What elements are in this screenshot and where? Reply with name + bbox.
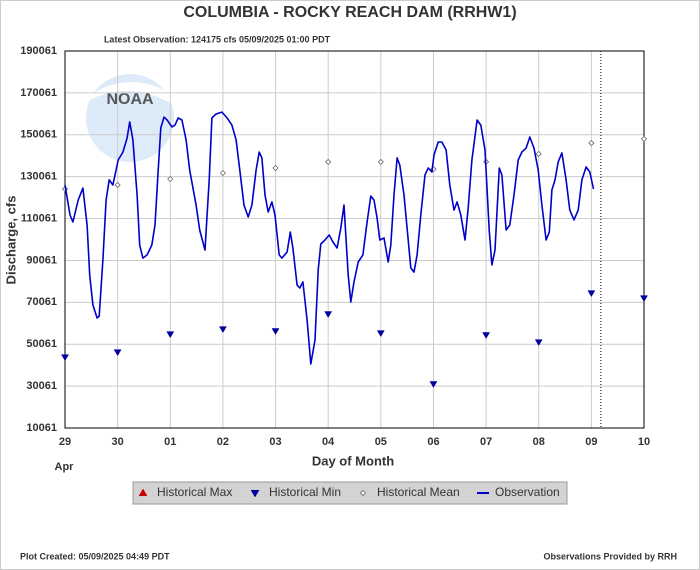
x-tick-label: 30 <box>112 436 124 448</box>
triangle-marker <box>218 326 227 334</box>
y-axis-label: Discharge, cfs <box>3 196 18 285</box>
y-tick-label: 150061 <box>20 129 57 141</box>
y-tick-label: 110061 <box>21 212 57 224</box>
month-label: Apr <box>55 461 75 473</box>
triangle-marker <box>534 339 543 347</box>
x-tick-label: 04 <box>322 436 335 448</box>
mean-marker <box>640 135 648 142</box>
mean-marker <box>359 489 367 497</box>
x-tick-label: 29 <box>59 436 71 448</box>
x-tick-label: 03 <box>269 436 281 448</box>
x-axis-label: Day of Month <box>312 453 394 468</box>
logo-circle <box>86 74 174 162</box>
y-tick-label: 90061 <box>26 254 57 266</box>
triangle-marker <box>429 381 438 388</box>
triangle-marker <box>61 354 69 362</box>
watermark-text: NOAA <box>106 91 154 108</box>
x-tick-label: 08 <box>533 436 545 448</box>
x-tick-label: 06 <box>427 436 439 448</box>
legend-label: Historical Max <box>157 485 232 499</box>
triangle-marker <box>376 330 385 338</box>
legend-label: Observation <box>495 485 560 499</box>
chart-title: COLUMBIA - ROCKY REACH DAM (RRHW1) <box>183 4 516 21</box>
footer-right: Observations Provided by RRH <box>543 551 677 561</box>
legend-label: Historical Mean <box>377 485 460 499</box>
mean-marker <box>219 169 226 177</box>
y-tick-label: 50061 <box>26 338 57 350</box>
x-tick-label: 05 <box>375 436 387 448</box>
x-tick-label: 10 <box>638 436 650 448</box>
legend-label: Historical Min <box>269 485 341 499</box>
x-tick-label: 01 <box>164 436 176 448</box>
triangle-marker <box>640 295 648 303</box>
y-tick-label: 30061 <box>26 380 57 392</box>
triangle-marker <box>324 311 333 318</box>
mean-marker <box>114 181 121 189</box>
triangle-marker <box>271 328 280 335</box>
watermark-logo <box>86 74 174 162</box>
mean-marker <box>377 158 384 165</box>
x-tick-label: 09 <box>585 436 597 448</box>
x-tick-label: 02 <box>217 436 229 448</box>
y-tick-label: 10061 <box>26 422 57 434</box>
mean-marker <box>325 158 332 165</box>
logo-swoosh <box>90 82 172 104</box>
y-tick-label: 130061 <box>20 171 57 183</box>
observation-line <box>64 111 595 365</box>
mean-marker <box>535 150 542 158</box>
chart-subtitle: Latest Observation: 124175 cfs 05/09/202… <box>104 34 331 44</box>
x-tick-label: 07 <box>480 436 492 448</box>
legend-box <box>132 481 568 505</box>
plot-frame <box>64 50 645 429</box>
mean-marker <box>167 176 174 183</box>
y-tick-label: 190061 <box>20 45 57 57</box>
y-tick-label: 170061 <box>20 87 57 99</box>
y-tick-label: 70061 <box>26 296 57 308</box>
triangle-marker <box>482 332 491 339</box>
triangle-marker <box>250 489 260 498</box>
triangle-marker <box>138 488 148 497</box>
triangle-marker <box>587 290 596 298</box>
triangle-marker <box>166 331 175 339</box>
mean-marker <box>588 140 595 147</box>
footer-left: Plot Created: 05/09/2025 04:49 PDT <box>20 551 170 561</box>
mean-marker <box>272 164 279 172</box>
triangle-marker <box>113 349 122 357</box>
